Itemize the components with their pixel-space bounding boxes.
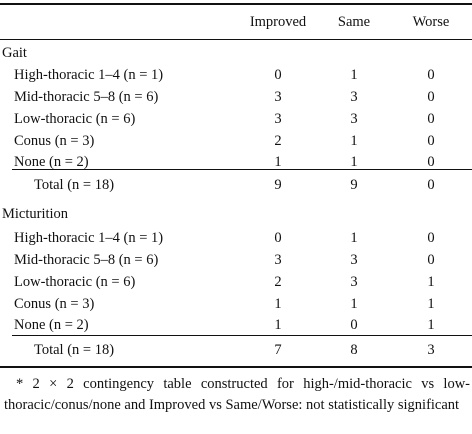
row-label: None (n = 2) <box>14 317 89 333</box>
section-title-micturition: Micturition <box>2 206 69 222</box>
cell-worse: 0 <box>427 89 435 105</box>
cell-improved: 1 <box>274 154 282 170</box>
table-row: Conus (n = 3) 1 1 1 <box>0 293 472 315</box>
cell-worse: 1 <box>427 274 435 290</box>
cell-worse: 0 <box>427 230 435 246</box>
cell-same: 0 <box>350 317 358 333</box>
total-same: 9 <box>350 177 358 193</box>
table-row: None (n = 2) 1 1 0 <box>0 151 472 173</box>
cell-worse: 0 <box>427 154 435 170</box>
section-title-gait: Gait <box>2 45 27 61</box>
cell-worse: 0 <box>427 252 435 268</box>
table-row: None (n = 2) 1 0 1 <box>0 314 472 336</box>
cell-same: 1 <box>350 133 358 149</box>
total-worse: 3 <box>427 342 435 358</box>
table-row: Conus (n = 3) 2 1 0 <box>0 130 472 152</box>
header-row: Improved Same Worse <box>0 11 472 33</box>
row-label: High-thoracic 1–4 (n = 1) <box>14 230 164 246</box>
total-worse: 0 <box>427 177 435 193</box>
row-label: Conus (n = 3) <box>14 296 95 312</box>
row-label: Low-thoracic (n = 6) <box>14 274 136 290</box>
row-label: Low-thoracic (n = 6) <box>14 111 136 127</box>
cell-improved: 3 <box>274 111 282 127</box>
row-label: High-thoracic 1–4 (n = 1) <box>14 67 164 83</box>
total-improved: 9 <box>274 177 282 193</box>
row-label: Mid-thoracic 5–8 (n = 6) <box>14 89 159 105</box>
cell-same: 1 <box>350 67 358 83</box>
cell-worse: 1 <box>427 296 435 312</box>
cell-same: 3 <box>350 274 358 290</box>
table-row: Low-thoracic (n = 6) 3 3 0 <box>0 108 472 130</box>
cell-worse: 0 <box>427 111 435 127</box>
total-rule <box>12 169 472 170</box>
table-row: Low-thoracic (n = 6) 2 3 1 <box>0 271 472 293</box>
total-improved: 7 <box>274 342 282 358</box>
row-label: Conus (n = 3) <box>14 133 95 149</box>
total-row: Total (n = 18) 7 8 3 <box>0 339 472 361</box>
cell-improved: 0 <box>274 230 282 246</box>
cell-same: 3 <box>350 111 358 127</box>
cell-same: 1 <box>350 154 358 170</box>
section-title-row: Gait <box>0 42 472 64</box>
table-row: Mid-thoracic 5–8 (n = 6) 3 3 0 <box>0 86 472 108</box>
cell-improved: 0 <box>274 67 282 83</box>
total-rule <box>12 335 472 336</box>
bottom-rule <box>0 366 472 368</box>
cell-improved: 1 <box>274 296 282 312</box>
total-row: Total (n = 18) 9 9 0 <box>0 174 472 196</box>
cell-worse: 0 <box>427 67 435 83</box>
cell-improved: 2 <box>274 133 282 149</box>
header-improved: Improved <box>249 14 307 30</box>
total-label: Total (n = 18) <box>34 342 115 358</box>
table-row: High-thoracic 1–4 (n = 1) 0 1 0 <box>0 227 472 249</box>
header-worse: Worse <box>412 14 450 30</box>
cell-worse: 1 <box>427 317 435 333</box>
table-footnote: * 2 × 2 contingency table constructed fo… <box>4 376 470 413</box>
total-label: Total (n = 18) <box>34 177 115 193</box>
top-rule <box>0 3 472 5</box>
table-row: High-thoracic 1–4 (n = 1) 0 1 0 <box>0 64 472 86</box>
cell-worse: 0 <box>427 133 435 149</box>
header-same: Same <box>337 14 371 30</box>
row-label: Mid-thoracic 5–8 (n = 6) <box>14 252 159 268</box>
section-title-row: Micturition <box>0 203 472 225</box>
cell-same: 1 <box>350 230 358 246</box>
cell-improved: 3 <box>274 89 282 105</box>
cell-same: 1 <box>350 296 358 312</box>
cell-improved: 2 <box>274 274 282 290</box>
cell-improved: 1 <box>274 317 282 333</box>
cell-same: 3 <box>350 89 358 105</box>
header-rule <box>0 39 472 40</box>
table-row: Mid-thoracic 5–8 (n = 6) 3 3 0 <box>0 249 472 271</box>
cell-improved: 3 <box>274 252 282 268</box>
total-same: 8 <box>350 342 358 358</box>
cell-same: 3 <box>350 252 358 268</box>
row-label: None (n = 2) <box>14 154 89 170</box>
